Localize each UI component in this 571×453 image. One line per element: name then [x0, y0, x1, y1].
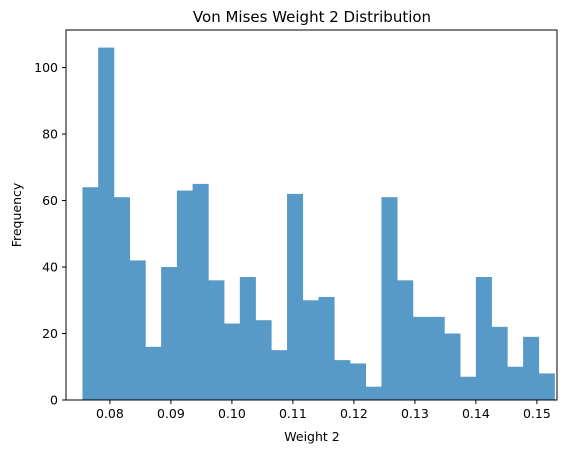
histogram-bar — [113, 197, 130, 400]
histogram-bar — [507, 366, 524, 400]
histogram-bar — [271, 350, 288, 400]
histogram-bar — [98, 47, 115, 401]
y-axis: 0 20 40 60 80 100 — [34, 60, 66, 408]
histogram-bar — [397, 280, 414, 400]
x-axis: 0.08 0.09 0.10 0.11 0.12 0.13 0.14 0.15 — [96, 400, 551, 421]
histogram-bar — [381, 197, 398, 400]
histogram-bar — [475, 277, 492, 400]
x-tick-label: 0.09 — [157, 406, 185, 421]
plot-frame — [65, 29, 558, 401]
histogram-bar — [239, 277, 256, 400]
histogram-bar — [287, 193, 304, 400]
y-tick-label: 20 — [42, 326, 58, 341]
histogram-bar — [302, 300, 319, 400]
histogram-bar — [349, 363, 367, 400]
y-tick-label: 60 — [42, 193, 58, 208]
histogram-bar — [428, 316, 445, 400]
y-tick-label: 0 — [50, 393, 58, 408]
x-tick-label: 0.13 — [401, 406, 429, 421]
y-tick-label: 40 — [42, 260, 58, 275]
histogram-bar — [192, 183, 209, 400]
y-tick-label: 80 — [42, 127, 58, 142]
histogram-bar — [161, 267, 178, 400]
x-tick-label: 0.10 — [218, 406, 246, 421]
chart-title: Von Mises Weight 2 Distribution — [193, 8, 431, 26]
histogram-bar — [365, 386, 382, 400]
histogram-bar — [82, 187, 99, 400]
histogram-bar — [444, 333, 461, 400]
x-tick-label: 0.12 — [340, 406, 368, 421]
x-tick-label: 0.08 — [96, 406, 124, 421]
y-axis-label: Frequency — [9, 182, 24, 247]
histogram-bar — [129, 260, 146, 400]
histogram-bar — [224, 323, 241, 400]
x-tick-label: 0.15 — [523, 406, 551, 421]
histogram-bar — [176, 190, 193, 400]
histogram-bar — [491, 326, 508, 400]
histogram-bar — [145, 346, 162, 400]
histogram-bar — [538, 373, 555, 400]
x-tick-label: 0.14 — [462, 406, 490, 421]
x-axis-label: Weight 2 — [284, 429, 339, 444]
histogram-bar — [523, 336, 540, 400]
histogram-bar — [255, 320, 272, 400]
histogram-bar — [318, 296, 335, 400]
histogram-bar — [208, 280, 225, 400]
x-tick-label: 0.11 — [279, 406, 307, 421]
histogram-bar — [334, 360, 351, 400]
histogram-bar — [412, 316, 429, 400]
y-tick-label: 100 — [34, 60, 58, 75]
bars-group — [82, 47, 555, 401]
histogram-bar — [460, 376, 477, 400]
